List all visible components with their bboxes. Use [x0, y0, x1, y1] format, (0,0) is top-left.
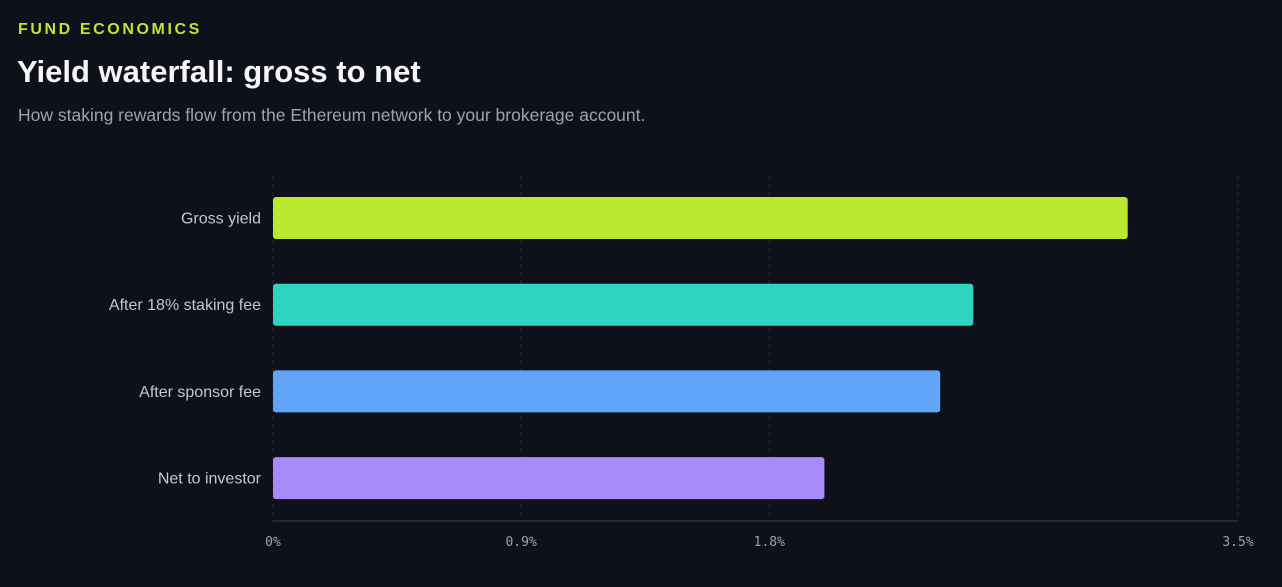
- category-label-layer: Gross yield After 18% staking fee After sp…: [109, 211, 262, 488]
- x-tick-label: 3.5%: [1222, 535, 1253, 550]
- chart-title: Yield waterfall: gross to net: [17, 54, 421, 89]
- bar-gross-yield: [273, 197, 1128, 239]
- tick-label-layer: 0% 0.9% 1.8% 3.5%: [265, 535, 1254, 550]
- x-tick-label: 0.9%: [505, 535, 536, 550]
- category-label: After 18% staking fee: [109, 297, 261, 314]
- category-label: Gross yield: [181, 211, 261, 228]
- bar-after-sponsor-fee: [273, 370, 941, 413]
- x-tick-label: 1.8%: [754, 535, 785, 550]
- chart-subtitle: How staking rewards flow from the Ethere…: [18, 105, 646, 125]
- bar-net-to-investor: [273, 457, 825, 500]
- category-label: Net to investor: [158, 471, 262, 488]
- bar-after-18-staking-fee: [273, 283, 974, 326]
- category-label: After sponsor fee: [139, 384, 261, 401]
- section-eyebrow: FUND ECONOMICS: [18, 21, 202, 38]
- x-tick-label: 0%: [265, 535, 281, 550]
- bar-layer: [273, 197, 1128, 500]
